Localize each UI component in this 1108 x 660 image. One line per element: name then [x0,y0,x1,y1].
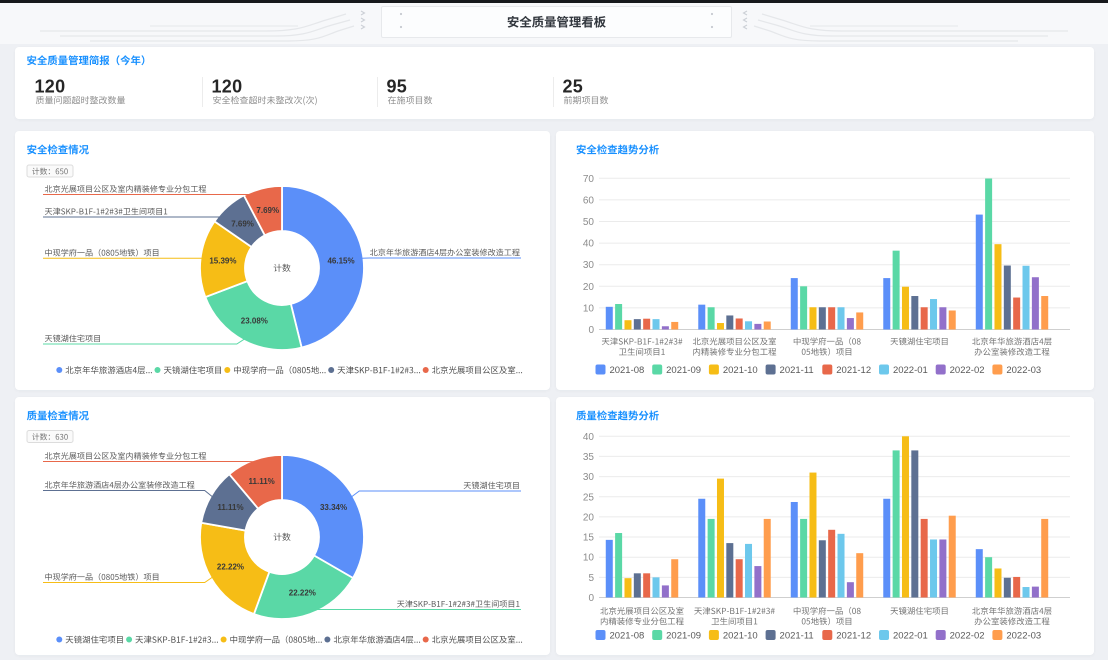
svg-text:2022-01: 2022-01 [893,365,928,376]
svg-text:2021-10: 2021-10 [723,631,758,642]
svg-text:40: 40 [583,432,595,443]
svg-text:22.22%: 22.22% [217,563,244,572]
svg-text:2021-08: 2021-08 [609,631,644,642]
svg-text:2021-09: 2021-09 [666,631,701,642]
svg-text:2021-10: 2021-10 [723,365,758,376]
svg-text:46.15%: 46.15% [327,257,354,266]
svg-text:30: 30 [583,260,595,271]
svg-text:70: 70 [583,174,595,185]
svg-text:20: 20 [583,282,595,293]
svg-text:2021-12: 2021-12 [836,365,871,376]
svg-text:15.39%: 15.39% [209,257,236,266]
svg-text:120: 120 [212,77,243,97]
svg-text:23.08%: 23.08% [241,316,268,325]
svg-text:60: 60 [583,195,595,206]
svg-text:2022-01: 2022-01 [893,631,928,642]
svg-text:10: 10 [583,303,595,314]
svg-text:2021-11: 2021-11 [780,631,814,642]
svg-text:10: 10 [583,553,595,564]
svg-text:2022-02: 2022-02 [950,365,985,376]
svg-text:25: 25 [583,492,595,503]
svg-text:40: 40 [583,239,595,250]
svg-text:25: 25 [563,77,584,97]
svg-text:22.22%: 22.22% [289,589,316,598]
svg-text:33.34%: 33.34% [320,503,347,512]
svg-text:11.11%: 11.11% [217,503,243,512]
svg-text:2022-03: 2022-03 [1006,365,1041,376]
svg-text:0: 0 [588,593,594,604]
svg-text:2021-12: 2021-12 [836,631,871,642]
svg-text:2022-03: 2022-03 [1006,631,1041,642]
svg-text:15: 15 [583,533,595,544]
svg-text:5: 5 [588,573,594,584]
svg-text:2022-02: 2022-02 [950,631,985,642]
svg-text:35: 35 [583,452,595,463]
svg-text:30: 30 [583,472,595,483]
svg-text:7.69%: 7.69% [231,219,254,228]
svg-text:95: 95 [387,77,408,97]
svg-text:2021-11: 2021-11 [780,365,814,376]
svg-text:7.69%: 7.69% [256,206,279,215]
svg-text:0: 0 [588,325,594,336]
svg-text:20: 20 [583,512,595,523]
svg-text:2021-09: 2021-09 [666,365,701,376]
svg-text:50: 50 [583,217,595,228]
svg-text:2021-08: 2021-08 [609,365,644,376]
svg-text:11.11%: 11.11% [249,477,275,486]
svg-text:120: 120 [35,77,66,97]
